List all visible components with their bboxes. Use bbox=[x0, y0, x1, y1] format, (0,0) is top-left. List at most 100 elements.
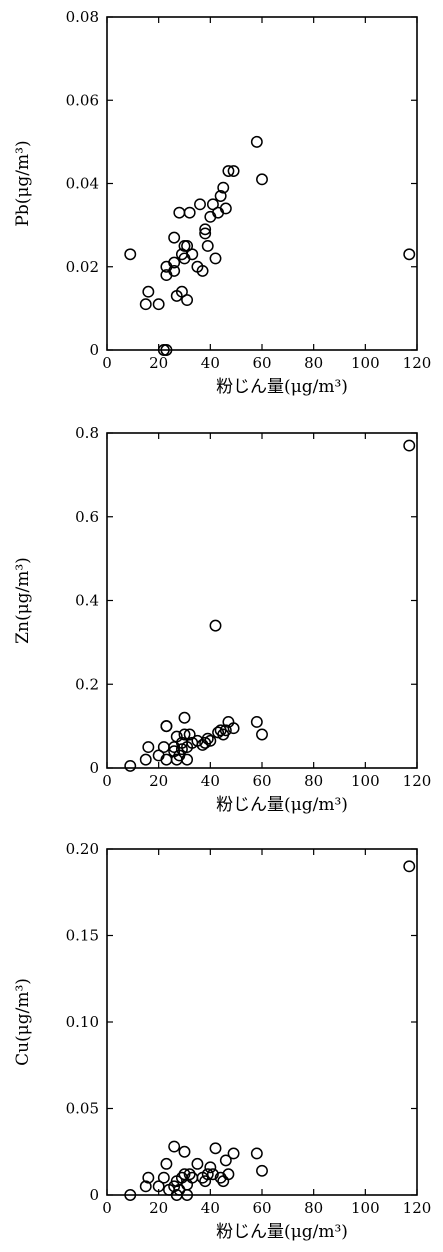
pb-data-point bbox=[214, 190, 227, 202]
zn-y-tick-label: 0.4 bbox=[75, 592, 99, 610]
cu-data-point bbox=[222, 1168, 235, 1181]
pb-x-tick-label: 60 bbox=[252, 354, 271, 372]
cu-data-point bbox=[403, 860, 416, 873]
pb-plot-frame bbox=[106, 16, 418, 351]
cu-data-point bbox=[250, 1147, 263, 1160]
cu-data-point bbox=[183, 1168, 196, 1181]
cu-data-point bbox=[191, 1157, 204, 1170]
zn-y-tick-label: 0.8 bbox=[75, 424, 99, 442]
zn-y-tick-label: 0.6 bbox=[75, 508, 99, 526]
zn-x-tick-label: 40 bbox=[201, 772, 220, 790]
zn-data-point bbox=[204, 734, 217, 747]
cu-scatter-panel: 0 20 40 60 80 100 120 0 0.05 0.10 0.15 0.20 粉じん量(μg/… bbox=[13, 840, 431, 1242]
pb-data-point bbox=[168, 264, 181, 277]
pb-data-point bbox=[201, 239, 214, 252]
cu-data-point bbox=[217, 1175, 230, 1188]
pb-data-point bbox=[124, 248, 137, 261]
pb-data-point bbox=[181, 294, 194, 306]
pb-data-point bbox=[403, 248, 416, 261]
pb-x-tick-label: 100 bbox=[351, 354, 380, 372]
pb-data-point bbox=[173, 206, 186, 219]
cu-x-tick-label: 0 bbox=[102, 1199, 112, 1217]
cu-data-point bbox=[152, 1180, 165, 1193]
cu-x-tick-label: 100 bbox=[351, 1199, 380, 1217]
zn-data-point bbox=[178, 728, 191, 741]
zn-data-point bbox=[142, 741, 155, 754]
cu-x-tick-label: 60 bbox=[252, 1199, 271, 1217]
cu-y-tick-label: 0.15 bbox=[66, 927, 99, 945]
zn-data-point bbox=[209, 619, 222, 632]
pb-data-point bbox=[175, 285, 188, 298]
zn-data-point bbox=[250, 715, 263, 728]
cu-data-point bbox=[219, 1154, 232, 1167]
cu-data-point bbox=[181, 1178, 194, 1191]
cu-data-point bbox=[256, 1164, 268, 1177]
cu-y-tick-label: 0 bbox=[89, 1186, 99, 1204]
zn-data-point bbox=[139, 753, 152, 766]
zn-x-tick-label: 0 bbox=[102, 772, 112, 790]
cu-y-tick-label: 0.10 bbox=[66, 1013, 99, 1031]
cu-x-tick-label: 80 bbox=[304, 1199, 323, 1217]
pb-data-point bbox=[250, 135, 263, 148]
zn-data-point bbox=[256, 728, 268, 741]
cu-y-tick-label: 0.20 bbox=[66, 840, 99, 858]
zn-x-tick-label: 80 bbox=[304, 772, 323, 790]
zn-x-tick-label: 20 bbox=[149, 772, 168, 790]
pb-y-tick-label: 0.02 bbox=[66, 258, 99, 276]
pb-data-point bbox=[199, 223, 212, 236]
cu-data-point bbox=[227, 1147, 240, 1160]
cu-data-point bbox=[214, 1171, 227, 1184]
pb-data-point bbox=[199, 227, 212, 240]
pb-x-axis-title: 粉じん量(μg/m³) bbox=[216, 377, 348, 397]
pb-data-point bbox=[186, 248, 199, 261]
cu-y-tick-label: 0.05 bbox=[66, 1100, 99, 1118]
zn-data-point bbox=[183, 728, 196, 741]
pb-data-point bbox=[168, 231, 181, 244]
cu-data-point bbox=[168, 1140, 181, 1153]
cu-data-point bbox=[199, 1175, 212, 1188]
pb-data-point bbox=[139, 298, 152, 311]
pb-data-point bbox=[194, 198, 206, 211]
cu-data-point bbox=[204, 1161, 217, 1174]
pb-x-tick-label: 80 bbox=[304, 354, 323, 372]
zn-y-tick-label: 0.2 bbox=[75, 675, 99, 693]
pb-data-point bbox=[160, 344, 173, 356]
pb-data-point bbox=[183, 206, 196, 219]
zn-data-point bbox=[157, 741, 170, 754]
pb-scatter-panel: 0 20 40 60 80 100 120 0 0.02 0.04 0.06 0.08 粉じん量(μg/… bbox=[13, 8, 431, 397]
pb-data-point bbox=[209, 252, 222, 265]
zn-data-point bbox=[227, 722, 240, 735]
cu-data-point bbox=[206, 1168, 219, 1181]
cu-x-tick-label: 40 bbox=[201, 1199, 220, 1217]
zn-x-tick-label: 100 bbox=[351, 772, 380, 790]
zn-y-tick-label: 0 bbox=[89, 759, 99, 777]
pb-data-point bbox=[181, 239, 194, 252]
pb-data-point bbox=[227, 165, 240, 177]
zn-data-point bbox=[178, 711, 191, 724]
pb-x-tick-label: 40 bbox=[201, 354, 220, 372]
cu-x-tick-label: 120 bbox=[403, 1199, 432, 1217]
pb-data-point bbox=[222, 165, 235, 177]
pb-y-tick-label: 0.08 bbox=[66, 8, 99, 26]
pb-x-tick-label: 20 bbox=[149, 354, 168, 372]
cu-data-point bbox=[124, 1189, 137, 1201]
cu-y-axis-title: Cu(μg/m³) bbox=[13, 978, 33, 1066]
cu-x-tick-label: 20 bbox=[149, 1199, 168, 1217]
cu-data-point bbox=[157, 1171, 170, 1184]
zn-data-point bbox=[175, 743, 188, 756]
zn-data-point bbox=[201, 732, 214, 745]
zn-x-tick-label: 60 bbox=[252, 772, 271, 790]
zn-data-point bbox=[219, 724, 232, 737]
cu-data-point bbox=[209, 1142, 222, 1155]
zn-data-point bbox=[403, 439, 416, 452]
pb-data-point bbox=[217, 181, 230, 194]
zn-plot-frame bbox=[106, 432, 418, 769]
zn-x-tick-label: 120 bbox=[403, 772, 432, 790]
zn-scatter-panel: 0 20 40 60 80 100 120 0 0.2 0.4 0.6 0.8 粉じん量(μg/m³) Z… bbox=[13, 424, 431, 815]
pb-data-point bbox=[256, 173, 268, 186]
zn-data-point bbox=[212, 726, 225, 739]
pb-y-tick-label: 0.04 bbox=[66, 175, 99, 193]
pb-data-point bbox=[206, 198, 219, 211]
cu-data-point bbox=[201, 1168, 214, 1181]
cu-plot-frame bbox=[106, 848, 418, 1196]
